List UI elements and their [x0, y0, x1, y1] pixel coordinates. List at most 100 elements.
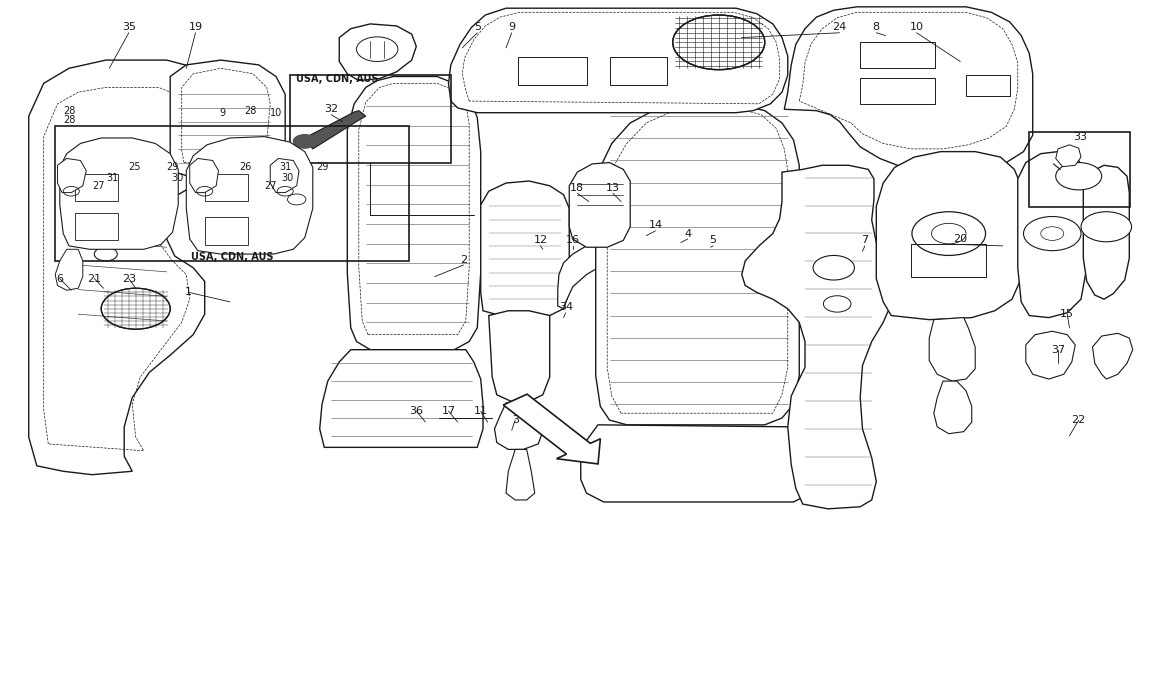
Text: 5: 5 [710, 236, 716, 245]
Text: 10: 10 [270, 108, 282, 117]
Text: 28: 28 [245, 106, 256, 115]
Text: 24: 24 [833, 23, 846, 32]
Polygon shape [305, 111, 366, 149]
Polygon shape [742, 165, 891, 509]
Text: 15: 15 [1060, 309, 1074, 319]
Circle shape [632, 53, 752, 124]
Bar [860, 42, 935, 68]
Circle shape [664, 72, 721, 106]
Circle shape [356, 37, 398, 61]
Text: 2: 2 [460, 255, 467, 264]
Bar [518, 57, 586, 85]
Polygon shape [1083, 165, 1129, 299]
Polygon shape [1056, 145, 1081, 167]
Text: 8: 8 [873, 23, 880, 32]
Polygon shape [929, 318, 975, 381]
Text: 21: 21 [87, 274, 101, 283]
Text: 28: 28 [63, 106, 75, 115]
Polygon shape [60, 138, 178, 249]
Text: 34: 34 [559, 303, 573, 312]
Polygon shape [170, 60, 285, 178]
Text: 3: 3 [512, 415, 519, 425]
Polygon shape [876, 152, 1021, 320]
Polygon shape [55, 249, 83, 290]
Bar [860, 78, 935, 104]
Text: 25: 25 [129, 163, 140, 172]
Text: 17: 17 [442, 406, 455, 416]
Text: 31: 31 [279, 163, 291, 172]
Text: 27: 27 [264, 181, 276, 191]
Polygon shape [270, 158, 299, 193]
Circle shape [293, 135, 316, 148]
Text: 18: 18 [570, 183, 584, 193]
Text: 22: 22 [1072, 415, 1086, 425]
Bar [205, 174, 248, 201]
Text: 32: 32 [324, 104, 338, 114]
Text: 11: 11 [474, 406, 488, 416]
Text: 26: 26 [239, 163, 251, 172]
Polygon shape [569, 163, 630, 247]
Text: 23: 23 [122, 274, 136, 283]
Polygon shape [934, 381, 972, 434]
Polygon shape [784, 7, 1033, 172]
Bar [610, 57, 667, 85]
Text: 9: 9 [218, 108, 225, 117]
Polygon shape [481, 181, 569, 316]
Text: 19: 19 [189, 23, 202, 32]
Text: 14: 14 [649, 221, 662, 230]
Text: 7: 7 [861, 236, 868, 245]
Text: 20: 20 [953, 234, 967, 244]
Text: 36: 36 [409, 406, 423, 416]
Text: 33: 33 [1073, 132, 1087, 141]
Circle shape [932, 223, 966, 244]
Text: USA, CDN, AUS: USA, CDN, AUS [296, 74, 378, 83]
Polygon shape [596, 104, 799, 425]
Circle shape [823, 296, 851, 312]
Bar [75, 213, 118, 240]
Polygon shape [1026, 331, 1075, 379]
Polygon shape [581, 425, 816, 502]
Text: 35: 35 [122, 23, 136, 32]
Text: 10: 10 [910, 23, 923, 32]
Polygon shape [190, 158, 218, 193]
Bar [911, 244, 986, 277]
Polygon shape [320, 350, 483, 447]
Text: 30: 30 [171, 173, 183, 182]
Text: 30: 30 [282, 173, 293, 182]
Bar [290, 75, 451, 163]
Circle shape [1056, 163, 1102, 190]
Text: 4: 4 [684, 229, 691, 238]
Text: 29: 29 [316, 163, 328, 172]
Text: 16: 16 [566, 236, 580, 245]
Polygon shape [494, 403, 543, 449]
Bar [55, 126, 409, 261]
Text: 13: 13 [606, 183, 620, 193]
Bar [966, 75, 1010, 96]
Polygon shape [558, 242, 607, 309]
Circle shape [673, 15, 765, 70]
Text: 28: 28 [63, 115, 75, 125]
Polygon shape [1018, 152, 1087, 318]
Bar [1029, 132, 1130, 207]
Circle shape [1081, 212, 1132, 242]
Text: 9: 9 [508, 23, 515, 32]
Polygon shape [339, 24, 416, 81]
Circle shape [1024, 217, 1081, 251]
Circle shape [813, 255, 854, 280]
Circle shape [912, 212, 986, 255]
FancyArrow shape [504, 394, 600, 464]
Text: 31: 31 [107, 173, 118, 182]
Text: 1: 1 [185, 288, 192, 297]
Text: 12: 12 [534, 236, 547, 245]
Polygon shape [347, 76, 481, 350]
Text: USA, CDN, AUS: USA, CDN, AUS [191, 253, 274, 262]
Circle shape [288, 194, 306, 205]
Text: 29: 29 [167, 163, 178, 172]
Text: 37: 37 [1051, 345, 1065, 354]
Polygon shape [1092, 333, 1133, 379]
Polygon shape [186, 137, 313, 254]
Circle shape [94, 247, 117, 261]
Text: 27: 27 [93, 182, 105, 191]
Polygon shape [58, 158, 86, 193]
Polygon shape [448, 8, 788, 113]
